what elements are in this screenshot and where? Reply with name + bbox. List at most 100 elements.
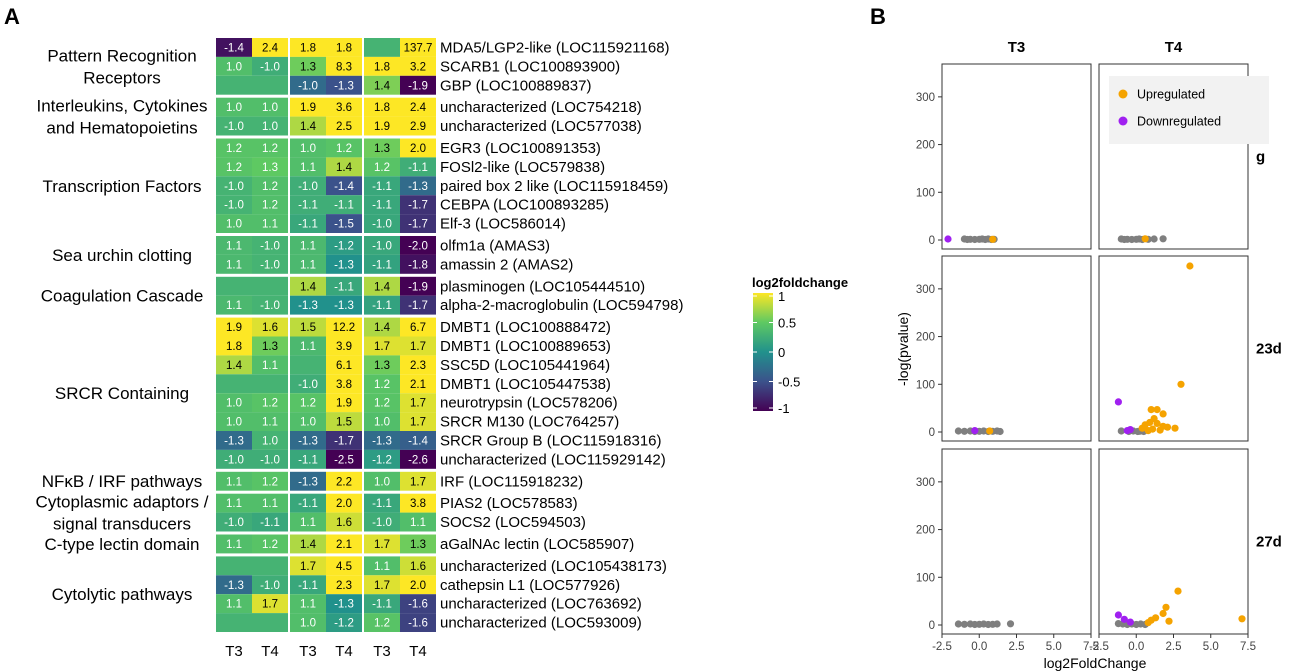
heatmap-cell-label: -1.1: [372, 181, 392, 193]
heatmap-cell-label: 1.6: [336, 517, 352, 529]
heatmap-cell: [364, 116, 400, 136]
point-up: [1141, 235, 1149, 243]
heatmap-cell-label: 1.3: [262, 162, 278, 174]
heatmap-cell-label: -1.1: [334, 281, 354, 293]
heatmap-cell-label: -1.0: [260, 300, 280, 312]
point-ns: [1006, 620, 1015, 628]
point-down: [1114, 611, 1122, 619]
heatmap-cell-label: 1.1: [300, 241, 316, 253]
heatmap-cell: [290, 374, 326, 394]
point-ns: [960, 620, 969, 628]
heatmap-cell: [252, 412, 288, 431]
heatmap-cell: [216, 295, 252, 315]
heatmap-cell: [400, 295, 436, 315]
point-ns: [1150, 235, 1158, 243]
point-up: [1153, 419, 1161, 427]
heatmap-cell: [326, 393, 362, 413]
gene-label: amassin 2 (AMAS2): [440, 256, 573, 273]
heatmap-cell: [290, 214, 326, 233]
legend-tick-label: -0.5: [778, 375, 800, 390]
heatmap-cell: [326, 412, 362, 431]
point-up: [1156, 426, 1164, 434]
group-label: Sea urchin clotting: [52, 246, 192, 265]
heatmap-cell: [400, 236, 436, 255]
heatmap-cell-label: 1.2: [262, 200, 278, 212]
point-up: [1186, 262, 1194, 270]
heatmap-cell-label: -1.1: [298, 219, 318, 231]
point-up: [1163, 423, 1172, 431]
heatmap-cell-label: 1.8: [374, 61, 390, 73]
heatmap-cell-label: 1.7: [262, 599, 278, 611]
heatmap-cell-label: -1.4: [408, 436, 428, 448]
volcano-plots: T3 T4 g 23d 27d 0 100 200 300 0 100 200 300 0 100 200 30…: [895, 39, 1282, 671]
heatmap-cell: [364, 254, 400, 274]
heatmap-cell: [400, 534, 436, 554]
heatmap-cell: [216, 355, 252, 375]
heatmap-cell-label: 1.2: [374, 618, 390, 630]
column-label: T4: [409, 643, 427, 660]
heatmap-cell-label: 1.4: [336, 162, 353, 174]
heatmap-cell: [400, 138, 436, 158]
heatmap-cell: [290, 176, 326, 196]
point-up: [1174, 587, 1182, 595]
legend-swatch: [1118, 89, 1128, 99]
gene-label: IRF (LOC115918232): [440, 473, 583, 490]
legend-tick-label: 1: [778, 289, 785, 304]
heatmap-cell: [400, 75, 436, 95]
heatmap-cell: [400, 195, 436, 215]
heatmap-cell: [326, 116, 362, 136]
heatmap-cell-label: 1.1: [262, 498, 278, 510]
heatmap-cell-label: -1.1: [408, 162, 428, 174]
x-tick-label: -2.5: [1089, 641, 1109, 653]
heatmap-cell-label: 4.5: [336, 561, 352, 573]
heatmap-cell: [252, 512, 288, 532]
heatmap-cell: [364, 493, 400, 513]
gene-label: uncharacterized (LOC593009): [440, 615, 642, 632]
heatmap-cell-label: 1.2: [336, 143, 352, 155]
heatmap-cell-label: -1.6: [408, 599, 428, 611]
point-ns: [954, 427, 963, 435]
heatmap-cell: [400, 355, 436, 375]
heatmap-cell: [252, 374, 288, 394]
heatmap-cell-label: 2.4: [410, 102, 427, 114]
heatmap-cell-label: 2.0: [410, 143, 426, 155]
point-up: [1162, 603, 1170, 611]
heatmap-cell: [252, 214, 288, 233]
heatmap-cell-label: 1.3: [300, 61, 316, 73]
facet-row-label: 23d: [1256, 341, 1282, 358]
heatmap-cell: [326, 195, 362, 215]
heatmap-cell-label: -1.3: [334, 300, 354, 312]
heatmap-cell: [364, 295, 400, 315]
heatmap-cell-label: 1.9: [374, 121, 390, 133]
heatmap-cell: [252, 449, 288, 469]
heatmap-cell: [400, 431, 436, 450]
point-down: [971, 427, 979, 435]
heatmap-cell: [326, 534, 362, 554]
heatmap-cell: [252, 176, 288, 196]
heatmap-cell: [216, 449, 252, 469]
heatmap-cell: [400, 393, 436, 413]
gene-label: uncharacterized (LOC577038): [440, 118, 642, 135]
gene-label: SRCR M130 (LOC764257): [440, 414, 619, 431]
heatmap-cell-label: 2.2: [336, 476, 352, 488]
heatmap-cell: [400, 613, 436, 632]
heatmap-cell-label: 1.1: [226, 241, 242, 253]
legend-ticks: 1 0.5 0 -0.5 -1: [753, 289, 800, 416]
y-tick-label: 0: [929, 427, 935, 439]
heatmap-cell-label: 1.1: [300, 517, 316, 529]
heatmap-cell: [326, 97, 362, 117]
heatmap-cell-label: 1.0: [226, 417, 242, 429]
heatmap-cell-label: 8.3: [336, 61, 352, 73]
heatmap-cell-label: 1.8: [336, 43, 352, 55]
point-down: [944, 235, 952, 243]
heatmap-cell-label: 1.8: [226, 341, 242, 353]
heatmap-cell: [400, 116, 436, 136]
heatmap-cell: [216, 594, 252, 614]
heatmap-cell-label: 1.4: [226, 360, 243, 372]
heatmap-cell: [290, 75, 326, 95]
heatmap-cell: [290, 276, 326, 296]
heatmap-cell: [326, 317, 362, 337]
heatmap-cell: [326, 431, 362, 450]
heatmap-cell-label: 1.1: [374, 561, 390, 573]
heatmap-cell: [326, 176, 362, 196]
